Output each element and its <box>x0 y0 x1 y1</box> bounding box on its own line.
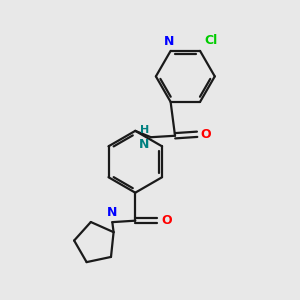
Text: N: N <box>164 35 174 48</box>
Text: N: N <box>139 138 149 152</box>
Text: O: O <box>161 214 172 227</box>
Text: N: N <box>106 206 117 219</box>
Text: O: O <box>201 128 211 141</box>
Text: H: H <box>140 125 149 135</box>
Text: Cl: Cl <box>205 34 218 47</box>
